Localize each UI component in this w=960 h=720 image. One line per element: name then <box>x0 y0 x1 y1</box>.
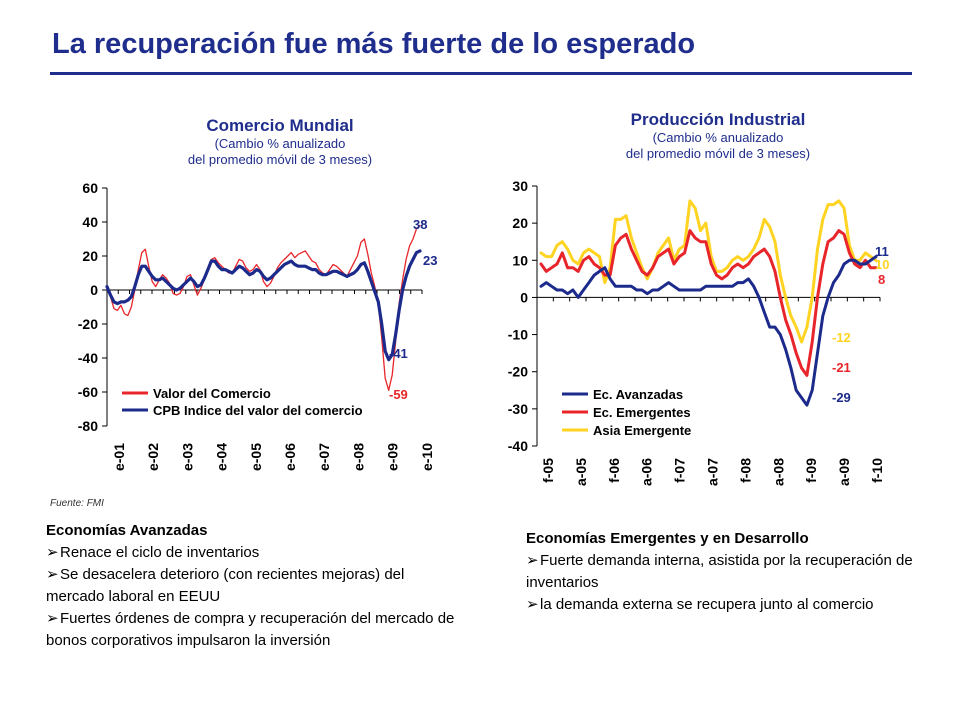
y-tick-label: -40 <box>508 438 528 454</box>
bullet-text: Renace el ciclo de inventarios <box>60 544 260 561</box>
y-tick-label: -80 <box>78 418 98 434</box>
data-label: -41 <box>389 346 408 361</box>
x-tick-label: e-10 <box>419 443 435 471</box>
x-tick-label: a-06 <box>639 458 655 486</box>
x-tick-label: a-05 <box>573 458 589 486</box>
y-tick-label: 40 <box>82 214 98 230</box>
series-line <box>539 255 878 407</box>
right-notes-heading: Economías Emergentes y en Desarrollo <box>526 530 809 547</box>
data-label: 8 <box>878 272 885 287</box>
y-tick-label: -30 <box>508 401 528 417</box>
x-tick-label: f-05 <box>540 458 556 483</box>
legend-label: Ec. Emergentes <box>593 405 691 420</box>
y-tick-label: -20 <box>78 316 98 332</box>
y-tick-label: 20 <box>512 215 528 231</box>
arrow-bullet-icon: ➢ <box>526 596 539 613</box>
legend-label: Ec. Avanzadas <box>593 387 683 402</box>
chart-title: Comercio Mundial <box>206 116 354 135</box>
chart-produccion-industrial: 30 20 10 0 -10 -20 -30 -40 f-05 a-05 f-06 a-06 f-07 a… <box>508 178 890 486</box>
data-label: 38 <box>413 217 427 232</box>
data-label: 10 <box>875 257 889 272</box>
y-tick-label: 0 <box>520 289 528 305</box>
data-label: -21 <box>832 360 851 375</box>
left-bullet: ➢Se desacelera deterioro (con recientes … <box>46 564 466 608</box>
data-label: 11 <box>875 244 889 259</box>
x-tick-label: e-09 <box>385 443 401 471</box>
y-tick-label: -40 <box>78 350 98 366</box>
x-tick-label: a-07 <box>705 458 721 486</box>
series-line <box>539 199 878 344</box>
arrow-bullet-icon: ➢ <box>46 610 59 627</box>
chart-subtitle-line2: del promedio móvil de 3 meses) <box>625 146 811 161</box>
y-tick-label: 30 <box>512 178 528 194</box>
bullet-text: Se desacelera deterioro (con recientes m… <box>46 566 405 605</box>
y-tick-label: 20 <box>82 248 98 264</box>
right-bullet: ➢la demanda externa se recupera junto al… <box>526 594 916 616</box>
data-label: -29 <box>832 390 851 405</box>
x-tick-label: e-06 <box>282 443 298 471</box>
series-line <box>539 229 878 377</box>
series-line <box>106 224 421 391</box>
data-label: 23 <box>423 253 437 268</box>
source-note: Fuente: FMI <box>50 498 104 509</box>
arrow-bullet-icon: ➢ <box>526 552 539 569</box>
x-tick-label: f-07 <box>672 458 688 483</box>
x-tick-label: e-05 <box>248 443 264 471</box>
x-tick-label: a-08 <box>770 458 786 486</box>
y-tick-label: -10 <box>508 327 528 343</box>
y-tick-label: 10 <box>512 252 528 268</box>
x-tick-label: a-09 <box>836 458 852 486</box>
right-notes: Economías Emergentes y en Desarrollo ➢Fu… <box>526 528 916 616</box>
data-label: -59 <box>389 387 408 402</box>
left-notes-heading: Economías Avanzadas <box>46 522 208 539</box>
left-notes: Economías Avanzadas ➢Renace el ciclo de … <box>46 520 466 652</box>
x-tick-label: e-03 <box>179 443 195 471</box>
left-bullet: ➢Renace el ciclo de inventarios <box>46 542 466 564</box>
series-line <box>105 249 422 362</box>
legend-label: CPB Indice del valor del comercio <box>153 403 363 418</box>
chart-subtitle-line1: (Cambio % anualizado <box>652 130 784 145</box>
x-tick-label: e-07 <box>316 443 332 471</box>
legend-label: Valor del Comercio <box>153 386 271 401</box>
y-tick-label: 60 <box>82 180 98 196</box>
x-tick-label: f-06 <box>606 458 622 483</box>
slide-title: La recuperación fue más fuerte de lo esp… <box>52 28 696 60</box>
left-bullet: ➢Fuertes órdenes de compra y recuperació… <box>46 608 466 652</box>
title-divider <box>50 72 912 75</box>
legend-label: Asia Emergente <box>593 423 691 438</box>
x-tick-label: e-02 <box>145 443 161 471</box>
chart-header-comercio: Comercio Mundial (Cambio % anualizado de… <box>160 116 400 168</box>
chart-subtitle-line1: (Cambio % anualizado <box>214 136 346 151</box>
chart-subtitle-line2: del promedio móvil de 3 meses) <box>187 152 373 167</box>
x-tick-label: e-04 <box>214 443 230 471</box>
x-tick-label: f-08 <box>737 458 753 483</box>
chart-header-produccion: Producción Industrial (Cambio % anualiza… <box>578 110 858 162</box>
arrow-bullet-icon: ➢ <box>46 544 59 561</box>
x-tick-label: e-01 <box>111 443 127 471</box>
chart-title: Producción Industrial <box>630 110 806 129</box>
bullet-text: la demanda externa se recupera junto al … <box>540 596 874 613</box>
x-tick-label: f-09 <box>803 458 819 483</box>
x-tick-label: e-08 <box>350 443 366 471</box>
x-tick-label: f-10 <box>869 458 885 483</box>
data-label: -12 <box>832 330 851 345</box>
bullet-text: Fuertes órdenes de compra y recuperación… <box>46 610 455 649</box>
y-tick-label: -60 <box>78 384 98 400</box>
arrow-bullet-icon: ➢ <box>46 566 59 583</box>
y-tick-label: -20 <box>508 364 528 380</box>
y-tick-label: 0 <box>90 282 98 298</box>
bullet-text: Fuerte demanda interna, asistida por la … <box>526 552 913 591</box>
chart-comercio-mundial: 60 40 20 0 -20 -40 -60 -80 e-01 e-02 e-03 e-04 e-05 e… <box>78 180 438 471</box>
right-bullet: ➢Fuerte demanda interna, asistida por la… <box>526 550 916 594</box>
